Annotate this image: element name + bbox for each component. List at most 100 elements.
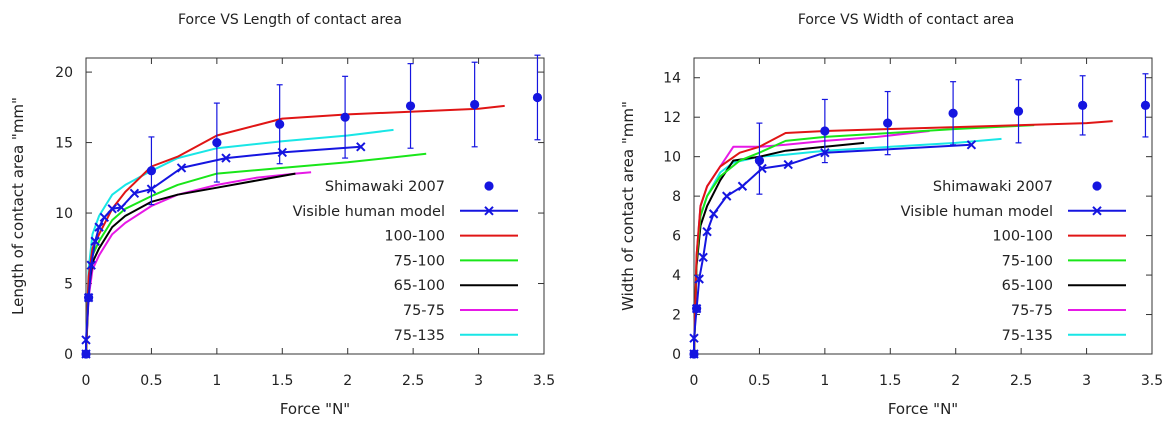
data-point <box>340 112 350 122</box>
x-tick-label: 0.5 <box>140 373 162 389</box>
data-point <box>470 99 480 110</box>
data-point-cross <box>90 236 100 246</box>
data-point <box>84 293 94 303</box>
legend: Shimawaki 2007 Visible human model 100-100… <box>293 179 518 344</box>
legend-label: 65-100 <box>1002 278 1053 294</box>
x-tick-label: 2.5 <box>1010 373 1032 389</box>
chart-panel-1: Force VS Length of contact area Force "N"… <box>9 12 555 418</box>
x-tick-label: 2.5 <box>402 373 424 389</box>
legend-label: 75-135 <box>1002 328 1053 344</box>
series-line-100-100 <box>693 120 1113 355</box>
x-tick-label: 3.5 <box>1141 373 1163 389</box>
x-tick-label: 2 <box>343 373 352 389</box>
data-point-cross <box>107 204 117 214</box>
data-point-cross <box>86 260 96 270</box>
y-tick-label: 4 <box>672 268 681 284</box>
data-point <box>146 166 157 176</box>
x-tick-label: 1.5 <box>271 373 293 389</box>
legend-label: 75-75 <box>1011 303 1053 319</box>
data-point-cross <box>116 202 127 213</box>
x-tick-label: 0 <box>82 373 91 389</box>
legend-label: 75-100 <box>394 253 445 269</box>
plot-frame <box>693 57 1153 355</box>
data-point <box>820 126 830 136</box>
x-tick-label: 2 <box>951 373 960 389</box>
data-point-cross <box>94 222 104 232</box>
x-axis-label: Force "N" <box>280 400 350 418</box>
x-tick-label: 3 <box>1082 373 1091 389</box>
data-point <box>532 92 543 103</box>
series-visible-human-model <box>689 140 977 359</box>
data-point <box>1078 100 1088 110</box>
x-tick-label: 1 <box>212 373 221 389</box>
y-tick-label: 12 <box>663 110 681 126</box>
legend-label: Visible human model <box>901 204 1053 220</box>
data-point-cross <box>356 142 366 152</box>
x-tick-label: 3.5 <box>533 373 555 389</box>
data-point <box>692 304 702 314</box>
legend-label: Shimawaki 2007 <box>325 179 445 195</box>
data-point <box>948 108 958 118</box>
x-tick-label: 0 <box>690 373 699 389</box>
legend-label: 100-100 <box>384 229 445 245</box>
series-line-75-135 <box>85 128 394 355</box>
y-tick-label: 8 <box>672 189 681 205</box>
data-point-cross <box>689 333 699 343</box>
series-75-135 <box>693 137 1002 355</box>
y-tick-label: 15 <box>55 136 73 152</box>
y-tick-label: 0 <box>64 347 73 363</box>
y-tick-label: 10 <box>55 206 73 222</box>
legend-label: 75-135 <box>394 328 445 344</box>
x-axis-label: Force "N" <box>888 400 958 418</box>
series-visible-human-model <box>81 142 366 359</box>
data-point-cross <box>129 188 140 199</box>
y-tick-label: 10 <box>663 150 681 166</box>
y-axis-label: Width of contact area "mm" <box>619 101 637 311</box>
data-point <box>689 349 699 359</box>
data-point <box>1013 106 1024 116</box>
legend: Shimawaki 2007 Visible human model 100-100… <box>901 179 1126 344</box>
legend-label: 75-100 <box>1002 253 1053 269</box>
legend-label: 100-100 <box>992 229 1053 245</box>
series-line-75-100 <box>693 124 1035 355</box>
series-line-75-135 <box>693 137 1002 355</box>
data-point-cross <box>694 274 704 284</box>
legend-marker-cross <box>484 206 494 216</box>
data-point-cross <box>81 335 91 345</box>
data-point-cross <box>737 181 748 191</box>
data-point-cross <box>176 163 187 173</box>
y-axis-label: Length of contact area "mm" <box>9 97 27 315</box>
data-point-cross <box>702 226 712 237</box>
series-line-visible-human-model <box>693 143 972 354</box>
data-point <box>212 137 222 148</box>
y-tick-label: 20 <box>55 65 73 81</box>
x-tick-label: 1 <box>820 373 829 389</box>
data-point <box>275 119 285 129</box>
y-tick-label: 14 <box>663 71 681 87</box>
legend-label: Shimawaki 2007 <box>933 179 1053 195</box>
x-tick-label: 1.5 <box>879 373 901 389</box>
legend-marker-cross <box>1092 206 1102 216</box>
data-point-cross <box>783 159 793 170</box>
data-point <box>1140 100 1151 110</box>
y-tick-label: 5 <box>64 277 73 293</box>
y-tick-label: 6 <box>672 229 681 245</box>
data-point-cross <box>698 252 708 263</box>
data-point-cross <box>221 153 231 163</box>
series-75-135 <box>85 128 394 355</box>
data-point <box>405 101 416 111</box>
chart-title: Force VS Length of contact area <box>178 12 402 28</box>
x-tick-label: 0.5 <box>748 373 770 389</box>
chart-title: Force VS Width of contact area <box>798 12 1014 28</box>
data-point-cross <box>966 140 977 150</box>
series-75-100 <box>693 124 1035 355</box>
chart-panel-2: Force VS Width of contact area Force "N" W… <box>619 12 1163 418</box>
series-shimawaki-2007 <box>689 73 1151 359</box>
data-point-cross <box>99 212 110 222</box>
y-tick-label: 0 <box>672 347 681 363</box>
plot-frame <box>85 57 545 355</box>
data-point-cross <box>722 191 732 201</box>
legend-label: Visible human model <box>293 204 445 220</box>
data-point <box>81 349 91 359</box>
